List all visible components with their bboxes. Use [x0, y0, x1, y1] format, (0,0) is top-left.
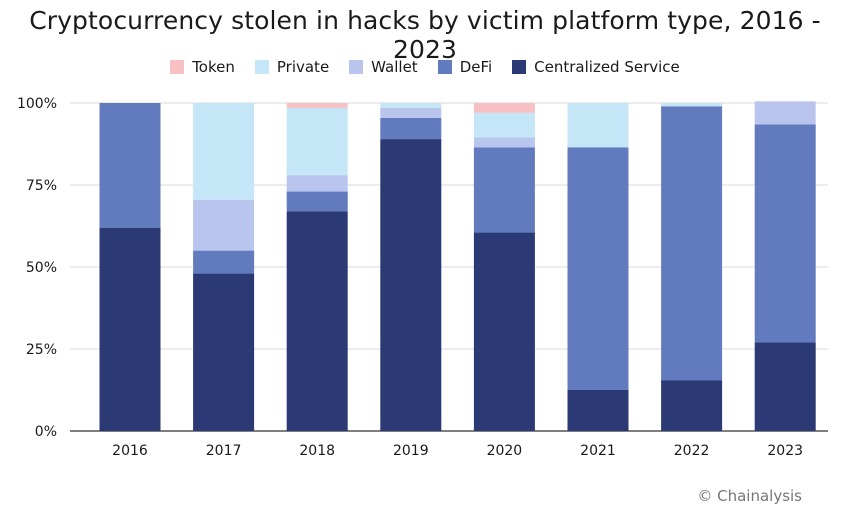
- bar-2018-centralized-service: [286, 211, 348, 431]
- x-tick-label: 2019: [393, 443, 429, 459]
- bar-2017-private: [193, 103, 255, 200]
- legend-item-centralized-service: Centralized Service: [512, 58, 680, 76]
- bar-2017-centralized-service: [193, 273, 255, 431]
- x-tick-label: 2021: [580, 443, 616, 459]
- bar-2020-token: [473, 103, 535, 113]
- bar-2020-centralized-service: [473, 232, 535, 431]
- y-tick-label: 25%: [26, 342, 57, 358]
- legend-swatch-private: [254, 60, 269, 74]
- legend-label-defi: DeFi: [459, 58, 493, 76]
- bar-2021-centralized-service: [567, 390, 629, 431]
- x-tick-label: 2020: [487, 443, 523, 459]
- bar-2018-private: [286, 107, 348, 176]
- bar-2019-defi: [380, 117, 442, 140]
- legend-swatch-token: [170, 60, 185, 74]
- legend-swatch-wallet: [349, 60, 364, 74]
- bar-2017-defi: [193, 250, 255, 274]
- bar-2017-wallet: [193, 199, 255, 251]
- bar-2019-private: [380, 103, 442, 108]
- legend-item-token: Token: [170, 58, 235, 76]
- bar-2023-wallet: [754, 101, 816, 125]
- bar-2022-centralized-service: [661, 380, 723, 431]
- bar-2016-centralized-service: [99, 227, 161, 431]
- bar-2023-centralized-service: [754, 342, 816, 431]
- x-tick-label: 2017: [206, 443, 242, 459]
- bar-2020-private: [473, 112, 535, 138]
- bar-2016-defi: [99, 103, 161, 228]
- legend-label-token: Token: [192, 58, 235, 76]
- bar-2020-defi: [473, 147, 535, 233]
- bar-2022-private: [661, 103, 723, 107]
- legend-swatch-centralized-service: [512, 60, 527, 74]
- bar-2023-defi: [754, 124, 816, 343]
- bar-2021-defi: [567, 147, 629, 390]
- y-tick-label: 50%: [26, 260, 57, 276]
- legend-item-private: Private: [254, 58, 330, 76]
- legend-item-defi: DeFi: [437, 58, 493, 76]
- legend-item-wallet: Wallet: [349, 58, 418, 76]
- bar-2018-token: [286, 103, 348, 108]
- source-credit: © Chainalysis: [697, 487, 802, 505]
- bar-2019-wallet: [380, 107, 442, 118]
- bar-2020-wallet: [473, 137, 535, 148]
- y-tick-label: 0%: [35, 424, 57, 440]
- x-tick-label: 2022: [674, 443, 710, 459]
- legend-swatch-defi: [437, 60, 452, 74]
- x-tick-label: 2016: [112, 443, 148, 459]
- x-tick-label: 2018: [299, 443, 335, 459]
- y-tick-label: 100%: [17, 96, 57, 112]
- legend-label-centralized-service: Centralized Service: [534, 58, 680, 76]
- bar-2021-private: [567, 103, 629, 148]
- bar-2018-defi: [286, 191, 348, 212]
- legend-label-wallet: Wallet: [371, 58, 418, 76]
- legend-label-private: Private: [276, 58, 330, 76]
- chart-title: Cryptocurrency stolen in hacks by victim…: [29, 6, 821, 64]
- bar-2022-defi: [661, 106, 723, 381]
- chart-legend: Token Private Wallet DeFi Centralized Servic…: [0, 58, 850, 76]
- y-tick-label: 75%: [26, 178, 57, 194]
- bar-2018-wallet: [286, 175, 348, 192]
- x-tick-label: 2023: [767, 443, 803, 459]
- bar-2019-centralized-service: [380, 139, 442, 431]
